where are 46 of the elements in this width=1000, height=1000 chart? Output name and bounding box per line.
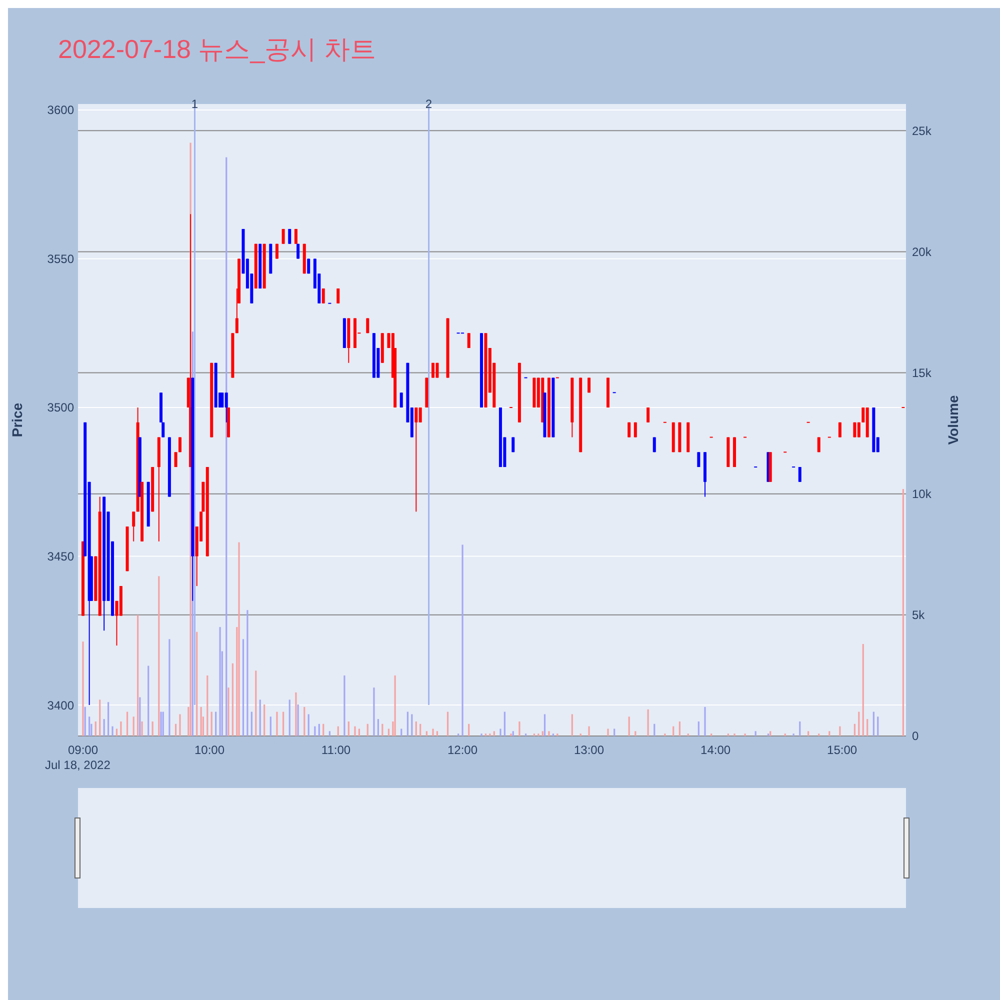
candlestick <box>132 511 136 542</box>
candlestick <box>294 228 298 244</box>
candlestick <box>628 422 631 438</box>
y2-tick-label: 0 <box>912 729 919 744</box>
candlestick <box>697 452 700 468</box>
candlestick <box>224 392 228 423</box>
candlestick <box>467 332 470 348</box>
y2-tick-label: 20k <box>912 244 932 259</box>
x-tick-label: 09:00 Jul 18, 2022 <box>44 743 111 772</box>
y-tick-label: 3500 <box>47 400 74 415</box>
candlestick <box>336 288 340 304</box>
candlestick <box>646 407 650 423</box>
y2-tick-label: 15k <box>912 366 932 380</box>
candlestick <box>634 422 637 438</box>
y-tick-label: 3550 <box>47 252 74 266</box>
candlestick <box>366 318 370 334</box>
ref-line-label: 1 <box>191 97 198 111</box>
y-tick-label: 3450 <box>47 549 74 564</box>
x-tick-label: 14:00 <box>700 743 731 757</box>
candlestick <box>838 422 842 438</box>
candlestick <box>418 407 422 423</box>
chart-title: 2022-07-18 뉴스_공시 차트 <box>58 34 376 64</box>
candlestick <box>853 422 856 438</box>
y2-tick-label: 25k <box>912 124 932 138</box>
x-tick-label: 15:00 <box>827 743 858 757</box>
candlestick <box>322 288 325 304</box>
x-tick-label: 11:00 <box>321 743 351 757</box>
candlestick <box>414 407 418 512</box>
candlestick <box>288 228 292 244</box>
ref-line-label: 2 <box>425 97 432 111</box>
candlestick <box>798 466 802 482</box>
y-tick-label: 3600 <box>47 103 74 118</box>
candlestick <box>307 258 310 274</box>
candlestick <box>400 392 403 408</box>
candlestick <box>857 422 860 438</box>
y-tick-label: 3400 <box>47 698 74 712</box>
y2-tick-label: 10k <box>912 487 932 502</box>
candlestick <box>588 377 591 394</box>
candlestick <box>174 452 178 468</box>
candlestick <box>282 228 285 244</box>
y2-tick-label: 5k <box>912 608 926 622</box>
y-axis-title: Price <box>9 402 25 438</box>
x-tick-label: 12:00 <box>448 743 478 757</box>
y2-axis-title: Volume <box>945 395 961 445</box>
x-tick-label: 13:00 <box>574 743 604 757</box>
x-tick-label: 10:00 <box>194 743 225 757</box>
